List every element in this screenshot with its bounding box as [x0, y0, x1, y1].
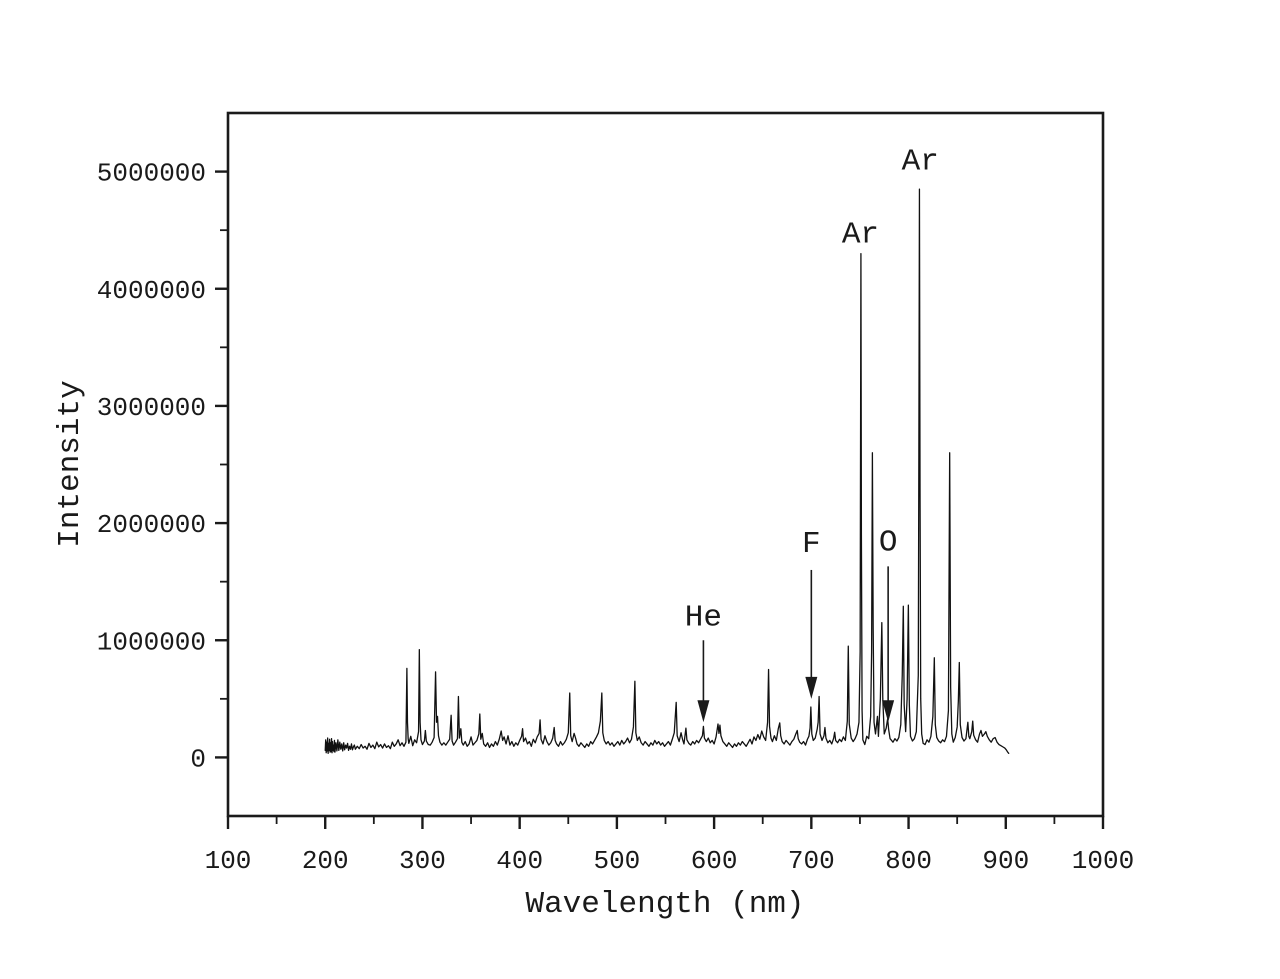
x-axis-title: Wavelength (nm)	[525, 887, 804, 922]
y-tick-label: 5000000	[97, 159, 206, 189]
y-tick-label: 3000000	[97, 393, 206, 423]
x-tick-label: 100	[205, 846, 252, 876]
x-tick-label: 300	[399, 846, 446, 876]
y-axis-title: Intensity	[53, 380, 88, 547]
annotation-arrowhead-f	[805, 676, 818, 699]
x-tick-label: 600	[691, 846, 738, 876]
y-tick-label: 1000000	[97, 627, 206, 657]
y-tick-label: 4000000	[97, 276, 206, 306]
annotation-arrowhead-o	[882, 700, 895, 723]
peak-label-f: F	[802, 527, 821, 562]
peak-annotations-group: He F O Ar Ar	[685, 145, 939, 723]
axis-ticks-group	[215, 170, 1105, 829]
x-tick-label: 500	[593, 846, 640, 876]
spectrum-trace-group	[324, 188, 1010, 754]
peak-label-ar: Ar	[842, 217, 879, 252]
x-tick-label: 200	[302, 846, 349, 876]
x-tick-label: 700	[788, 846, 835, 876]
peak-label-he: He	[685, 600, 722, 635]
peak-label-ar: Ar	[902, 145, 939, 180]
peak-label-o: O	[879, 525, 898, 560]
spectrum-trace	[324, 188, 1010, 754]
x-tick-label: 900	[982, 846, 1029, 876]
y-tick-label: 0	[190, 744, 206, 774]
x-tick-label: 1000	[1072, 846, 1134, 876]
y-tick-label: 2000000	[97, 510, 206, 540]
x-tick-label: 400	[496, 846, 543, 876]
axis-tick-labels-group: 100 200 300 400 500 600 700 800 900 1000 0 1000000 2…	[97, 159, 1134, 876]
x-tick-label: 800	[885, 846, 932, 876]
annotation-arrowhead-he	[697, 700, 710, 723]
